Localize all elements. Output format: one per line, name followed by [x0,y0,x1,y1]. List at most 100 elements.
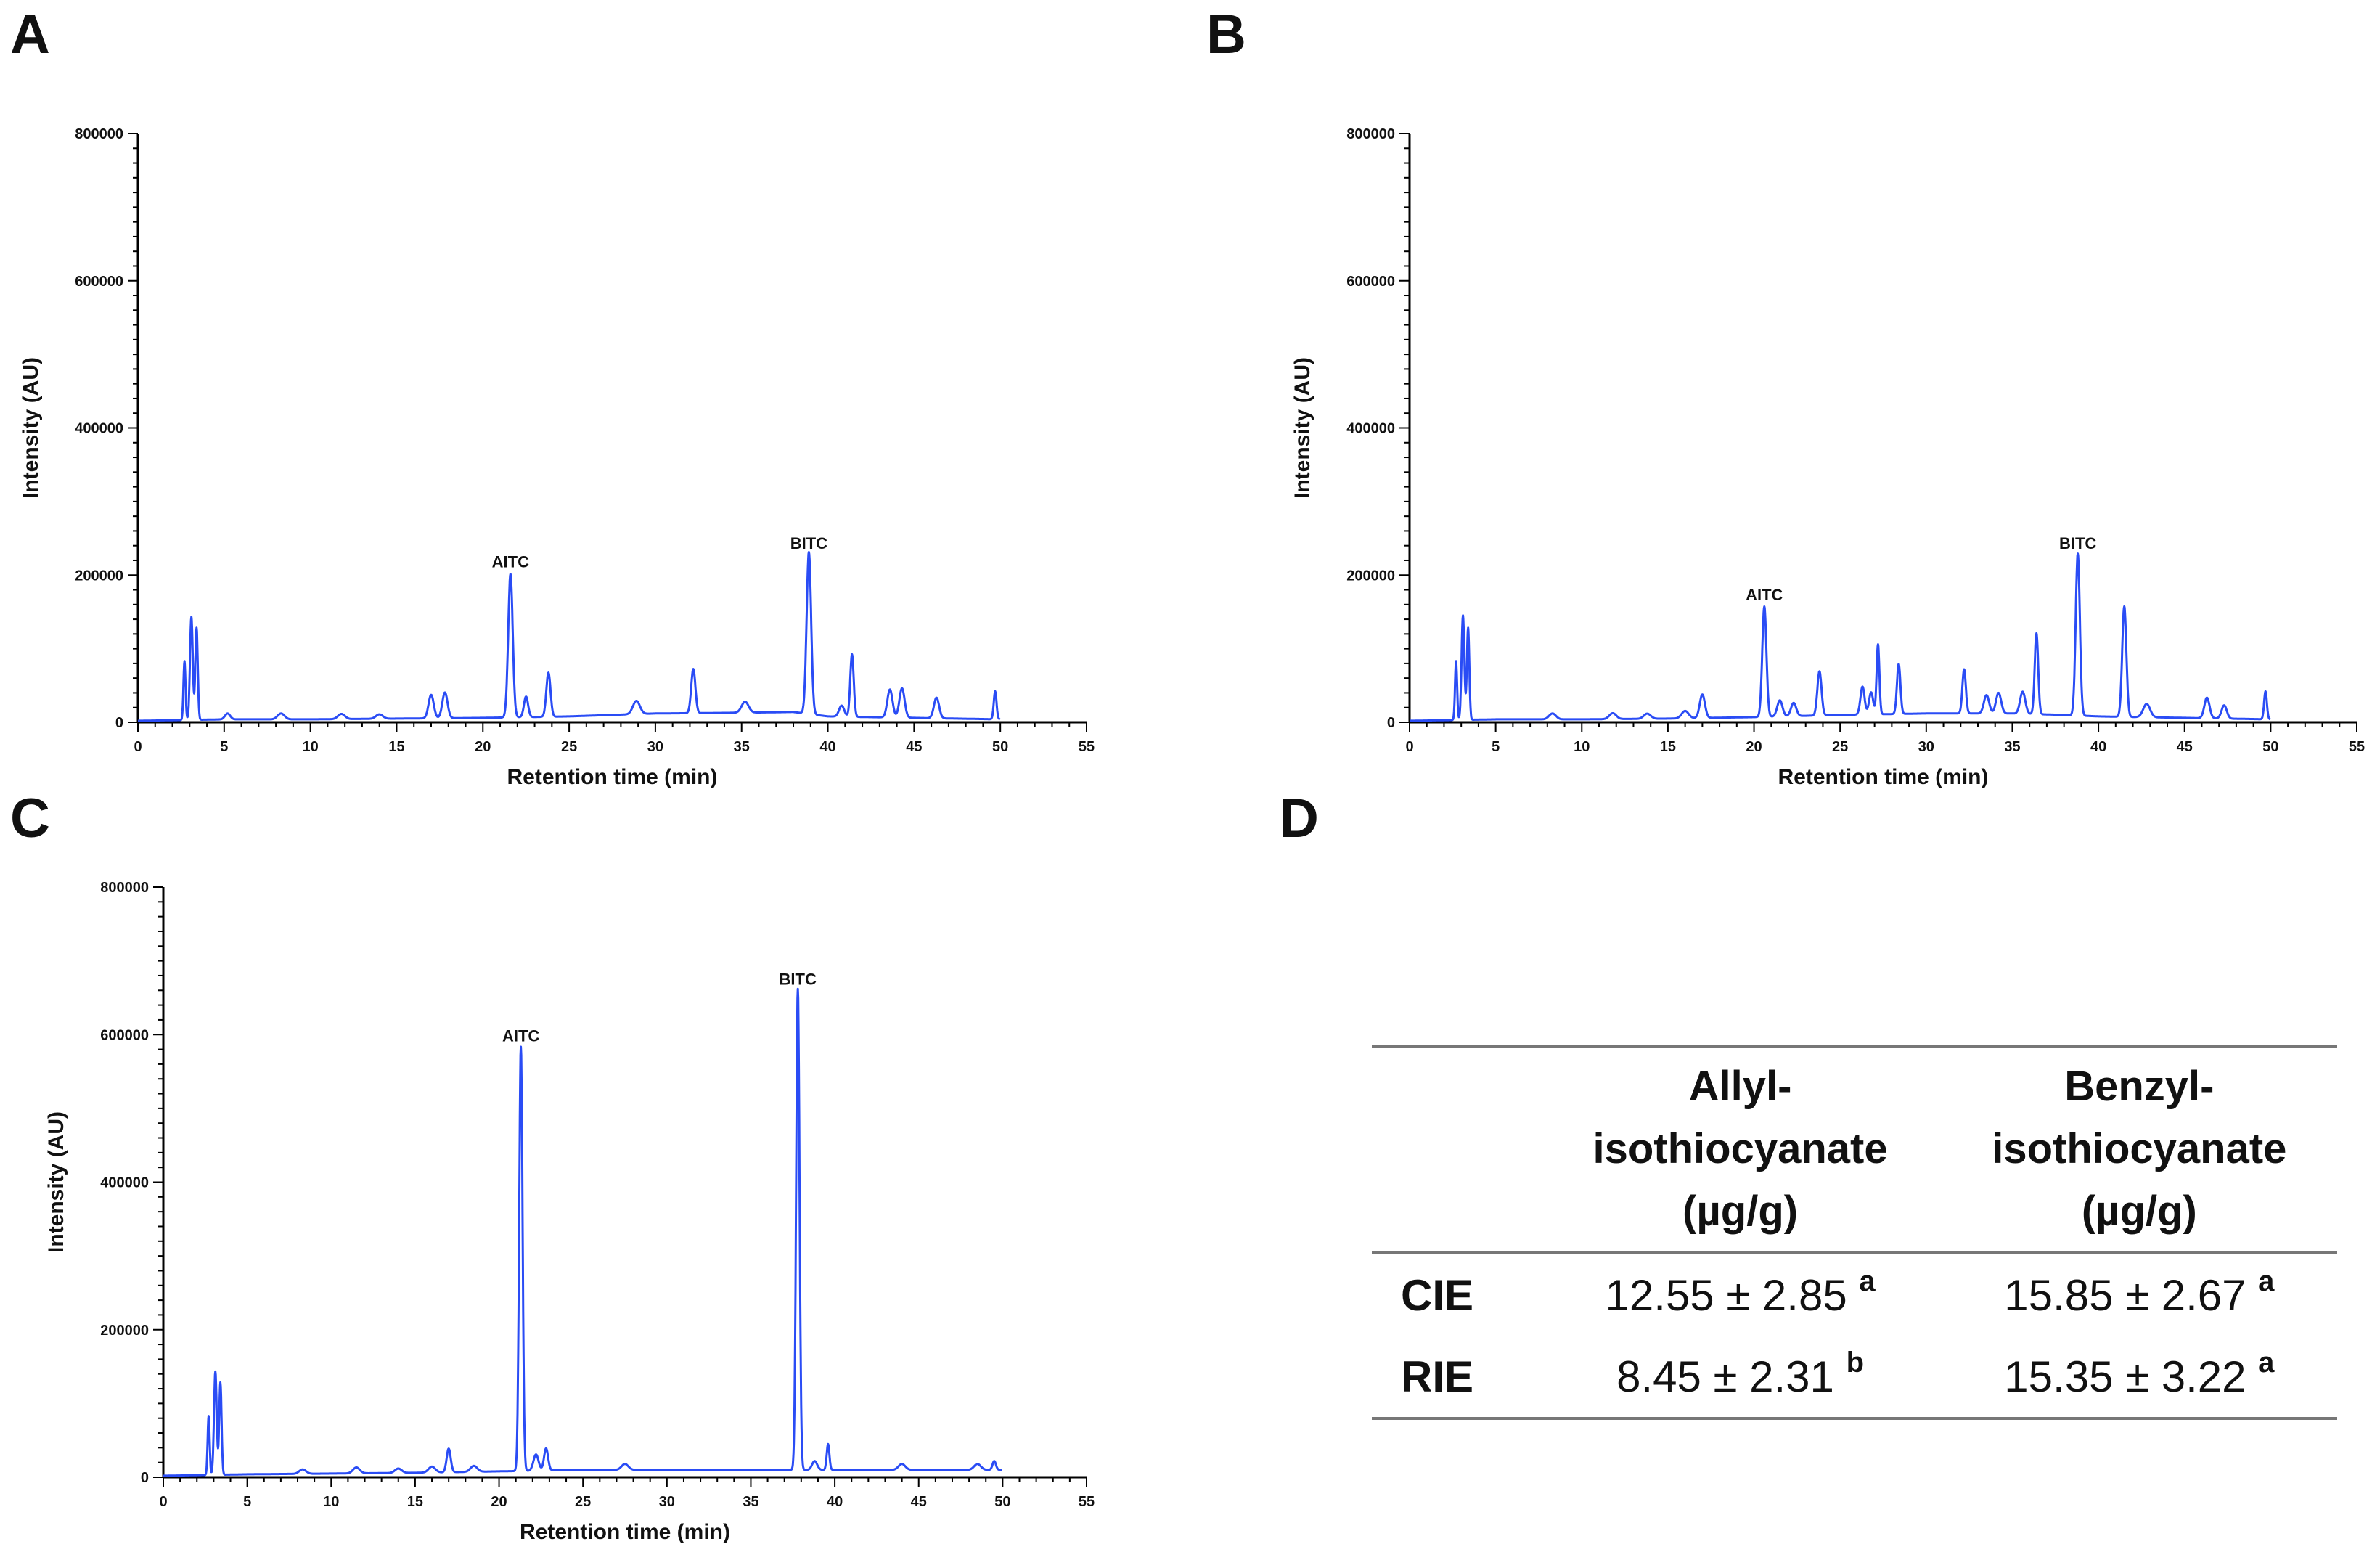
rie-benzyl-cell: 15.35 ± 3.22 a [1942,1336,2337,1418]
rie-allyl-value: 8.45 ± 2.31 [1616,1352,1834,1401]
x-axis-title: Retention time (min) [507,765,718,789]
x-tick-label: 25 [575,1494,591,1510]
header-allyl-line1: Allyl- [1688,1063,1792,1110]
y-tick-label: 600000 [75,274,123,290]
y-tick-label: 200000 [75,568,123,584]
x-tick-label: 5 [243,1494,251,1510]
y-axis-title: Intensity (AU) [1291,357,1314,499]
cie-allyl-value: 12.55 ± 2.85 [1605,1271,1847,1320]
x-tick-label: 5 [1492,739,1500,755]
y-axis-title: Intensity (AU) [19,357,43,499]
x-tick-label: 0 [1405,739,1413,755]
header-allyl: Allyl- isothiocyanate (µg/g) [1539,1047,1941,1253]
x-tick-label: 15 [1660,739,1676,755]
rie-benzyl-letter: a [2258,1347,2275,1379]
x-tick-label: 15 [407,1494,423,1510]
panel-label-c: C [10,788,50,849]
y-tick-label: 800000 [100,880,149,896]
cie-benzyl-value: 15.85 ± 2.67 [2004,1271,2246,1320]
y-tick-label: 600000 [1346,274,1395,290]
table-corner [1372,1047,1539,1253]
x-tick-label: 20 [1746,739,1762,755]
x-tick-label: 30 [659,1494,675,1510]
y-tick-label: 400000 [75,421,123,437]
x-tick-label: 15 [388,739,404,755]
x-tick-label: 25 [561,739,577,755]
chromatogram-trace-b [1409,552,2271,722]
chromatogram-trace-a [137,551,1001,722]
y-tick-label: 200000 [100,1323,149,1339]
row-label-cie: CIE [1401,1270,1474,1320]
y-tick-label: 400000 [100,1175,149,1191]
x-tick-label: 35 [743,1494,758,1510]
cie-allyl-cell: 12.55 ± 2.85 a [1539,1253,1941,1336]
isothiocyanate-table: Allyl- isothiocyanate (µg/g) Benzyl- iso… [1372,1045,2337,1420]
x-tick-label: 45 [906,739,922,755]
cie-allyl-letter: a [1859,1265,1876,1297]
x-tick-label: 10 [1574,739,1590,755]
x-tick-label: 10 [323,1494,339,1510]
y-axis-title: Intensity (AU) [44,1111,68,1253]
x-tick-label: 50 [992,739,1008,755]
x-tick-label: 5 [220,739,228,755]
x-tick-label: 30 [647,739,663,755]
header-allyl-line3: (µg/g) [1682,1188,1799,1235]
rie-allyl-letter: b [1846,1347,1865,1379]
peak-label-bitc: BITC [790,534,827,552]
x-tick-label: 50 [2262,739,2278,755]
x-tick-label: 50 [994,1494,1010,1510]
table-header-row: Allyl- isothiocyanate (µg/g) Benzyl- iso… [1372,1047,2337,1253]
chromatogram-trace-c [163,987,1003,1477]
peak-label-bitc: BITC [780,970,817,988]
y-tick-label: 0 [115,715,123,731]
peak-label-aitc: AITC [492,552,529,571]
y-tick-label: 200000 [1346,568,1395,584]
x-tick-label: 45 [911,1494,927,1510]
x-tick-label: 40 [819,739,835,755]
header-benzyl: Benzyl- isothiocyanate (µg/g) [1942,1047,2337,1253]
chromatogram-c: 0 200000 400000 600000 800000 0 5 10 15 20 25 30 35 4… [44,880,1095,1544]
x-tick-label: 10 [303,739,319,755]
x-tick-label: 0 [134,739,142,755]
y-tick-label: 0 [1387,715,1395,731]
y-tick-label: 600000 [100,1027,149,1043]
x-tick-label: 25 [1832,739,1848,755]
x-tick-label: 20 [475,739,491,755]
y-tick-label: 800000 [1346,126,1395,142]
y-tick-label: 800000 [75,126,123,142]
x-tick-label: 0 [159,1494,167,1510]
x-tick-label: 30 [1918,739,1934,755]
rie-allyl-cell: 8.45 ± 2.31 b [1539,1336,1941,1418]
x-tick-label: 45 [2177,739,2193,755]
x-tick-label: 40 [2090,739,2106,755]
peak-label-bitc: BITC [2059,534,2096,552]
cie-benzyl-letter: a [2258,1265,2275,1297]
cie-benzyl-cell: 15.85 ± 2.67 a [1942,1253,2337,1336]
chromatogram-b: 0 200000 400000 600000 800000 0 5 10 15 20 25 30 35 4… [1291,126,2365,789]
x-tick-label: 35 [734,739,750,755]
chromatogram-a: 0 200000 400000 600000 800000 0 5 10 15 20 25 30 35 4… [19,126,1095,789]
x-tick-label: 55 [1079,1494,1095,1510]
header-benzyl-line3: (µg/g) [2081,1188,2197,1235]
panel-label-b: B [1206,4,1246,65]
x-tick-label: 35 [2004,739,2020,755]
rie-benzyl-value: 15.35 ± 3.22 [2004,1352,2246,1401]
x-tick-label: 55 [1079,739,1095,755]
header-allyl-line2: isothiocyanate [1592,1125,1888,1172]
header-benzyl-line2: isothiocyanate [1992,1125,2287,1172]
header-benzyl-line1: Benzyl- [2064,1063,2215,1110]
x-axis-title: Retention time (min) [520,1520,730,1544]
y-tick-label: 0 [141,1470,149,1486]
panel-label-a: A [10,4,50,65]
x-axis-title: Retention time (min) [1778,765,1989,789]
table-row: CIE 12.55 ± 2.85 a 15.85 ± 2.67 a [1372,1253,2337,1336]
y-tick-label: 400000 [1346,421,1395,437]
x-tick-label: 20 [491,1494,507,1510]
panel-label-d: D [1279,788,1319,849]
peak-label-aitc: AITC [1746,586,1783,604]
row-label-rie: RIE [1401,1352,1474,1401]
x-tick-label: 40 [827,1494,843,1510]
table-row: RIE 8.45 ± 2.31 b 15.35 ± 3.22 a [1372,1336,2337,1418]
x-tick-label: 55 [2349,739,2365,755]
peak-label-aitc: AITC [502,1027,539,1045]
